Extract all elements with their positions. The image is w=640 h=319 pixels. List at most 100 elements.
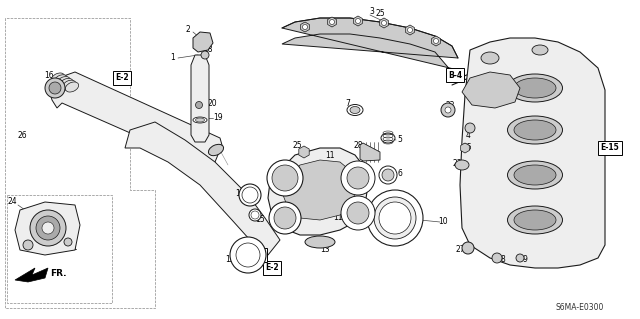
Ellipse shape xyxy=(379,166,397,184)
Circle shape xyxy=(269,202,301,234)
Ellipse shape xyxy=(305,236,335,248)
Text: 23: 23 xyxy=(452,159,462,167)
Text: 25: 25 xyxy=(462,144,472,152)
Text: 27: 27 xyxy=(455,246,465,255)
Text: 11: 11 xyxy=(333,213,343,222)
Text: 28: 28 xyxy=(353,140,363,150)
Text: FR.: FR. xyxy=(50,269,67,278)
Circle shape xyxy=(347,167,369,189)
Circle shape xyxy=(201,51,209,59)
Polygon shape xyxy=(461,143,469,153)
Ellipse shape xyxy=(350,107,360,114)
Circle shape xyxy=(30,210,66,246)
Circle shape xyxy=(36,216,60,240)
Circle shape xyxy=(330,19,335,25)
Text: E-2: E-2 xyxy=(115,73,129,83)
Text: 14: 14 xyxy=(235,189,245,197)
Polygon shape xyxy=(301,22,309,32)
Ellipse shape xyxy=(514,165,556,185)
Polygon shape xyxy=(50,72,222,168)
Circle shape xyxy=(341,196,375,230)
Polygon shape xyxy=(299,146,309,158)
Polygon shape xyxy=(283,160,356,220)
Circle shape xyxy=(230,237,266,273)
Ellipse shape xyxy=(347,105,363,115)
Polygon shape xyxy=(406,25,414,35)
Circle shape xyxy=(64,238,72,246)
Ellipse shape xyxy=(508,161,563,189)
Text: 26: 26 xyxy=(17,130,27,139)
Ellipse shape xyxy=(209,144,223,156)
Circle shape xyxy=(303,25,307,29)
Circle shape xyxy=(267,160,303,196)
Ellipse shape xyxy=(514,78,556,98)
Text: 21: 21 xyxy=(68,243,77,253)
Ellipse shape xyxy=(195,118,205,122)
Ellipse shape xyxy=(65,82,79,92)
Circle shape xyxy=(379,202,411,234)
Text: 19: 19 xyxy=(213,114,223,122)
Ellipse shape xyxy=(508,74,563,102)
Text: E-8: E-8 xyxy=(251,250,265,259)
Ellipse shape xyxy=(532,45,548,55)
Text: 13: 13 xyxy=(320,246,330,255)
Text: 16: 16 xyxy=(44,71,54,80)
Text: S6MA-E0300: S6MA-E0300 xyxy=(556,303,604,313)
Polygon shape xyxy=(431,36,440,46)
Circle shape xyxy=(274,207,296,229)
Circle shape xyxy=(49,82,61,94)
Ellipse shape xyxy=(57,77,70,87)
Ellipse shape xyxy=(54,75,67,85)
Text: 20: 20 xyxy=(207,99,217,108)
Ellipse shape xyxy=(382,169,394,181)
Polygon shape xyxy=(380,18,388,28)
Ellipse shape xyxy=(455,160,469,170)
Circle shape xyxy=(408,27,413,33)
Text: 24: 24 xyxy=(7,197,17,206)
Ellipse shape xyxy=(193,117,207,123)
Circle shape xyxy=(367,190,423,246)
Ellipse shape xyxy=(63,80,76,90)
Text: E-15: E-15 xyxy=(600,144,620,152)
Bar xyxy=(7,195,112,303)
Text: 7: 7 xyxy=(346,100,351,108)
Polygon shape xyxy=(15,202,80,255)
Ellipse shape xyxy=(508,116,563,144)
Text: 2: 2 xyxy=(186,26,190,34)
Ellipse shape xyxy=(60,78,73,88)
Ellipse shape xyxy=(514,210,556,230)
Circle shape xyxy=(347,202,369,224)
Text: 12: 12 xyxy=(225,256,235,264)
Text: 25: 25 xyxy=(375,9,385,18)
Polygon shape xyxy=(354,16,362,26)
Ellipse shape xyxy=(249,209,261,221)
Ellipse shape xyxy=(51,73,65,83)
Text: 3: 3 xyxy=(369,8,374,17)
Ellipse shape xyxy=(239,184,261,206)
Circle shape xyxy=(462,242,474,254)
Circle shape xyxy=(195,101,202,108)
Text: 22: 22 xyxy=(445,101,455,110)
Polygon shape xyxy=(462,72,520,108)
Text: 6: 6 xyxy=(397,168,403,177)
Circle shape xyxy=(441,103,455,117)
Text: 18: 18 xyxy=(204,46,212,55)
Polygon shape xyxy=(360,143,380,161)
Text: 1: 1 xyxy=(171,54,175,63)
Ellipse shape xyxy=(514,120,556,140)
Ellipse shape xyxy=(481,52,499,64)
Text: E-2: E-2 xyxy=(265,263,279,272)
Circle shape xyxy=(381,20,387,26)
Circle shape xyxy=(355,19,360,24)
Circle shape xyxy=(492,253,502,263)
Circle shape xyxy=(445,107,451,113)
Circle shape xyxy=(465,123,475,133)
Text: 5: 5 xyxy=(397,136,403,145)
Text: B-4: B-4 xyxy=(448,70,462,79)
Circle shape xyxy=(42,222,54,234)
Circle shape xyxy=(272,165,298,191)
Polygon shape xyxy=(15,268,48,282)
Text: 8: 8 xyxy=(500,256,506,264)
Polygon shape xyxy=(191,55,209,142)
Circle shape xyxy=(374,197,416,239)
